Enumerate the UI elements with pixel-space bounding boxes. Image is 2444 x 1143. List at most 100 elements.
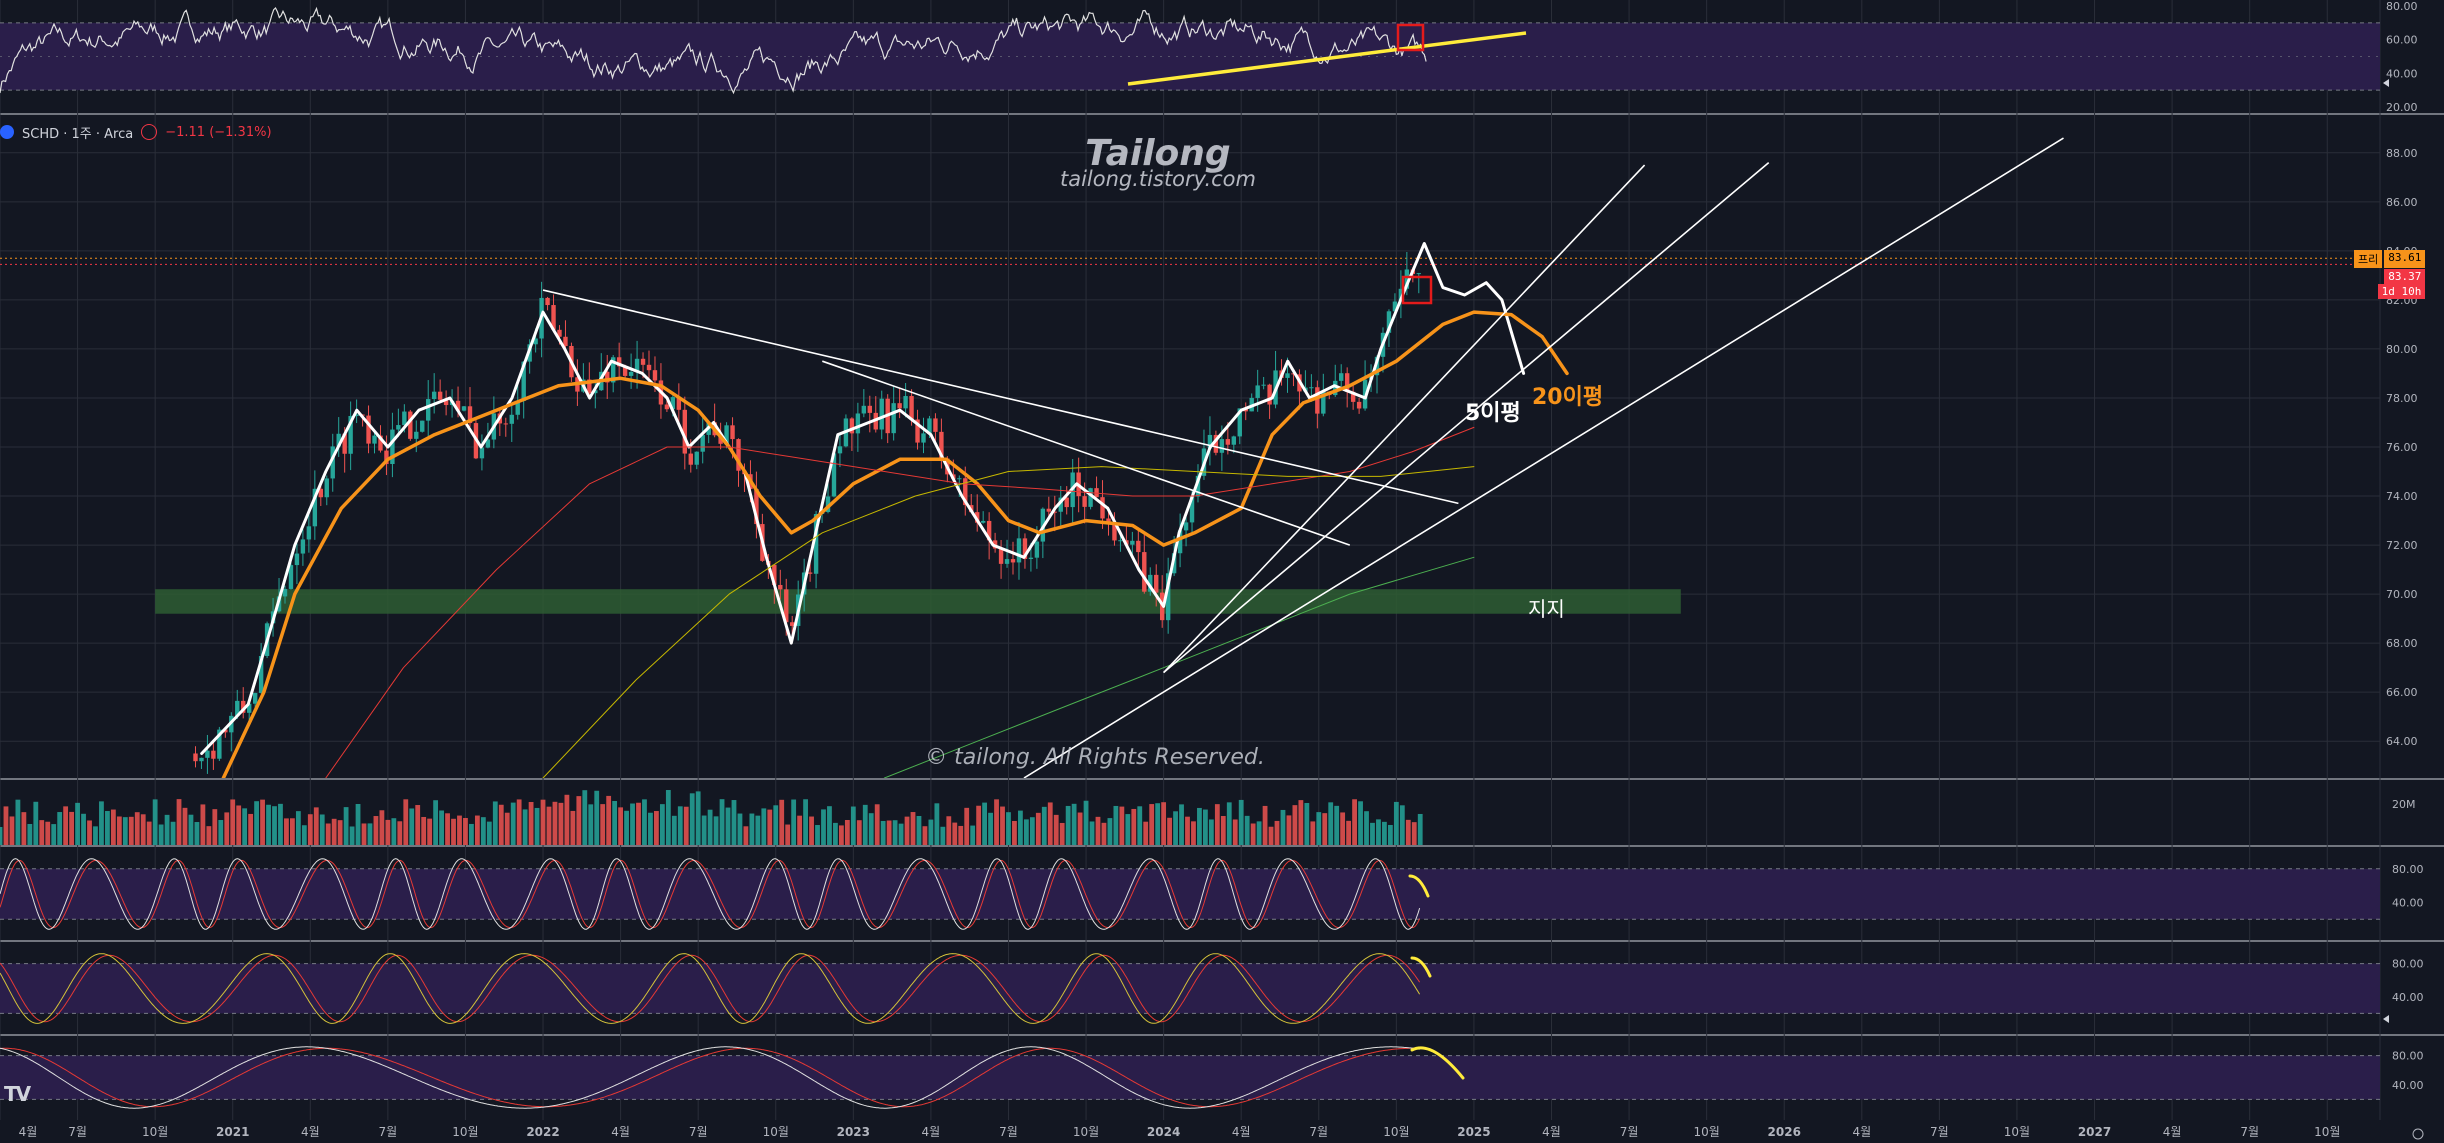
volume-bar <box>469 823 474 845</box>
volume-bar <box>725 807 731 845</box>
volume-bar <box>266 804 271 845</box>
volume-bar <box>1316 812 1322 845</box>
time-tick-label: 7월 <box>379 1125 398 1139</box>
volume-bar <box>278 803 283 845</box>
symbol-name[interactable]: SCHD · 1주 · Arca <box>22 126 134 142</box>
y-tick-label: 88.00 <box>2386 147 2418 160</box>
volume-bar <box>182 807 188 845</box>
candle-body <box>479 447 485 459</box>
candle-body <box>223 729 228 733</box>
candle-body <box>1016 538 1022 563</box>
y-tick-label: 78.00 <box>2386 392 2418 405</box>
candle-body <box>1404 269 1410 289</box>
candle-body <box>646 364 652 371</box>
volume-bar <box>892 820 898 845</box>
candle-body <box>420 420 425 432</box>
y-tick-label: 40.00 <box>2386 67 2418 80</box>
volume-bar <box>39 820 45 845</box>
volume-bar <box>498 804 504 845</box>
flag-icon[interactable] <box>141 124 158 140</box>
candle-body <box>927 418 932 434</box>
volume-bar <box>850 806 856 845</box>
candle-body <box>587 379 592 394</box>
volume-bar <box>457 815 462 845</box>
candle-body <box>1142 552 1147 592</box>
candle-body <box>1004 559 1010 564</box>
candle-body <box>252 692 258 704</box>
volume-bar <box>1006 812 1011 845</box>
volume-bar <box>522 809 528 845</box>
time-tick-label: 7월 <box>68 1125 87 1139</box>
y-tick-label: 86.00 <box>2386 196 2418 209</box>
volume-bar <box>946 816 952 845</box>
volume-bar <box>45 821 51 845</box>
volume-bar <box>1208 819 1214 845</box>
time-tick-label: 4월 <box>1852 1125 1871 1139</box>
volume-bar <box>916 815 922 845</box>
candle-body <box>998 548 1004 564</box>
volume-bar <box>480 817 486 845</box>
volume-bar <box>1232 819 1238 845</box>
symbol-legend[interactable]: SCHD · 1주 · Arca −1.11 (−1.31%) <box>0 120 272 144</box>
candle-body <box>605 371 610 383</box>
volume-bar <box>1370 822 1375 845</box>
time-tick-label: 10월 <box>1383 1125 1409 1139</box>
price-plot <box>193 137 2064 778</box>
volume-bar <box>1149 804 1155 845</box>
time-tick-label: 4월 <box>1542 1125 1561 1139</box>
volume-bar <box>558 802 564 845</box>
volume-bar <box>803 799 808 845</box>
volume-bar <box>1250 823 1256 845</box>
y-tick-label: 20M <box>2392 798 2416 811</box>
candle-body <box>348 415 353 454</box>
volume-bar <box>379 810 385 845</box>
volume-bar <box>391 818 397 845</box>
volume-bar <box>1107 818 1113 845</box>
volume-bar <box>868 813 874 845</box>
y-tick-label: 76.00 <box>2386 441 2418 454</box>
volume-bar <box>1143 821 1149 845</box>
volume-bar <box>1167 817 1172 845</box>
candle-body <box>509 414 514 424</box>
volume-bar <box>325 823 331 845</box>
volume-bar <box>1399 805 1405 845</box>
volume-bar <box>421 816 427 845</box>
candle-body <box>784 589 789 623</box>
volume-bar <box>319 814 325 845</box>
volume-bar <box>194 822 200 845</box>
candle-body <box>235 700 240 716</box>
volume-bar <box>1185 816 1190 845</box>
candle-body <box>563 336 568 346</box>
candle-body <box>778 584 783 590</box>
candle-body <box>431 391 437 400</box>
ma240-line <box>883 556 1475 778</box>
candle-body <box>1022 538 1028 559</box>
candle-body <box>1344 373 1350 392</box>
stoch-fast-band <box>0 868 2380 920</box>
candle-body <box>1046 508 1052 512</box>
time-tick-label: 10월 <box>1073 1125 1099 1139</box>
volume-bar <box>313 807 319 845</box>
candle-body <box>211 750 216 759</box>
candle-body <box>366 415 371 444</box>
volume-bar <box>1035 812 1041 845</box>
time-tick-label: 2025 <box>1457 1125 1490 1139</box>
candle-body <box>807 572 813 574</box>
candle-body <box>342 433 347 454</box>
oscillator-band <box>0 22 2380 91</box>
rsi-support-trendline <box>1127 31 1527 86</box>
volume-bar <box>791 799 797 845</box>
tradingview-logo-icon[interactable]: TV <box>4 1082 31 1106</box>
candle-body <box>1189 496 1195 523</box>
volume-bar <box>880 820 886 845</box>
candle-body <box>1321 391 1326 414</box>
volume-bar <box>15 799 21 845</box>
volume-bar <box>982 802 988 845</box>
candle-body <box>903 396 908 409</box>
volume-bar <box>743 826 749 845</box>
candle-body <box>551 305 556 330</box>
rsi-line <box>0 6 1427 95</box>
volume-bar <box>1346 820 1352 845</box>
time-tick-label: 10월 <box>2004 1125 2030 1139</box>
